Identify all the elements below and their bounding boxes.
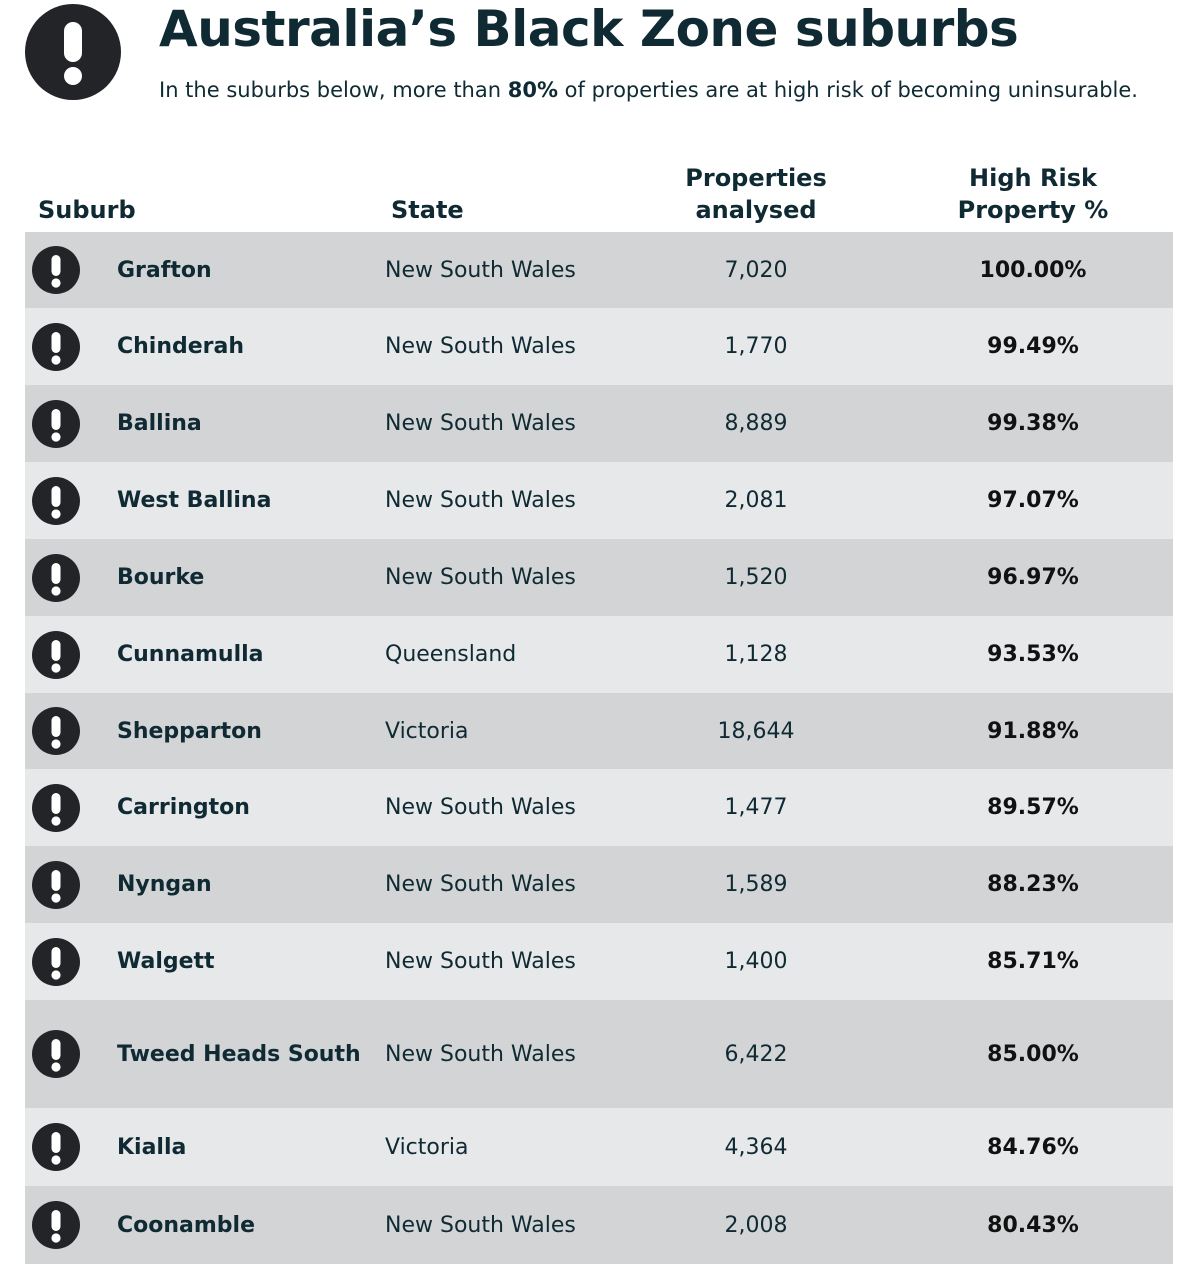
table-row: Ballina New South Wales 8,889 99.38%	[25, 385, 1173, 462]
cell-suburb: Grafton	[117, 257, 212, 283]
table-row: Tweed Heads South New South Wales 6,422 85.…	[25, 1000, 1173, 1108]
cell-suburb: West Ballina	[117, 488, 272, 513]
table-row: Chinderah New South Wales 1,770 99.49%	[25, 308, 1173, 385]
cell-properties: 18,644	[717, 718, 795, 744]
cell-state: New South Wales	[385, 488, 576, 513]
exclamation-circle-icon	[32, 1201, 80, 1249]
cell-risk: 99.38%	[987, 411, 1079, 436]
cell-suburb: Carrington	[117, 795, 250, 820]
column-header-state: State	[391, 196, 464, 224]
cell-suburb: Tweed Heads South	[117, 1041, 361, 1067]
cell-properties: 4,364	[724, 1134, 788, 1160]
table-row: Kialla Victoria 4,364 84.76%	[25, 1108, 1173, 1186]
cell-state: New South Wales	[385, 949, 576, 974]
exclamation-circle-icon	[32, 322, 80, 371]
cell-state: Queensland	[385, 642, 517, 667]
cell-properties: 1,770	[724, 334, 788, 359]
column-header-risk-line2: Property %	[957, 196, 1109, 224]
exclamation-circle-icon	[32, 937, 80, 986]
table-row: Coonamble New South Wales 2,008 80.43%	[25, 1186, 1173, 1264]
page-header: Australia’s Black Zone suburbs In the su…	[0, 0, 1190, 140]
cell-suburb: Coonamble	[117, 1212, 256, 1238]
exclamation-circle-icon	[32, 246, 80, 294]
cell-state: New South Wales	[385, 565, 576, 590]
subtitle-text-end: of properties are at high risk of becomi…	[557, 78, 1138, 102]
exclamation-circle-icon	[32, 553, 80, 602]
cell-risk: 93.53%	[987, 642, 1079, 667]
cell-properties: 2,008	[724, 1212, 788, 1238]
table-row: Nyngan New South Wales 1,589 88.23%	[25, 846, 1173, 923]
column-header-properties-line2: analysed	[695, 196, 817, 224]
cell-properties: 6,422	[724, 1041, 788, 1067]
table-row: Grafton New South Wales 7,020 100.00%	[25, 232, 1173, 308]
exclamation-circle-icon	[32, 707, 80, 755]
cell-suburb: Nyngan	[117, 872, 212, 897]
table-header: Suburb State Properties analysed High Ri…	[25, 160, 1173, 232]
page-subtitle: In the suburbs below, more than 80% of p…	[159, 78, 1138, 102]
cell-suburb: Walgett	[117, 949, 215, 974]
cell-state: Victoria	[385, 718, 469, 744]
cell-properties: 1,477	[724, 795, 788, 820]
exclamation-circle-icon	[32, 1123, 80, 1171]
cell-state: New South Wales	[385, 334, 576, 359]
cell-suburb: Cunnamulla	[117, 642, 264, 667]
cell-properties: 2,081	[724, 488, 788, 513]
exclamation-circle-icon	[32, 783, 80, 832]
cell-properties: 8,889	[724, 411, 788, 436]
table-row: West Ballina New South Wales 2,081 97.07%	[25, 462, 1173, 539]
cell-suburb: Ballina	[117, 411, 202, 436]
column-header-risk-line1: High Risk	[969, 164, 1097, 192]
column-header-risk: High Risk Property %	[933, 162, 1133, 226]
exclamation-circle-icon	[32, 630, 80, 679]
cell-state: New South Wales	[385, 795, 576, 820]
table-row: Cunnamulla Queensland 1,128 93.53%	[25, 616, 1173, 693]
exclamation-circle-icon	[25, 4, 121, 100]
table-row: Walgett New South Wales 1,400 85.71%	[25, 923, 1173, 1000]
subtitle-text-start: In the suburbs below, more than	[159, 78, 508, 102]
cell-risk: 84.76%	[987, 1134, 1079, 1160]
cell-suburb: Kialla	[117, 1134, 187, 1160]
table-body: Grafton New South Wales 7,020 100.00% Chinde…	[25, 232, 1173, 1264]
column-header-properties-line1: Properties	[685, 164, 827, 192]
cell-properties: 1,589	[724, 872, 788, 897]
cell-state: New South Wales	[385, 1212, 576, 1238]
cell-properties: 7,020	[724, 257, 788, 283]
cell-risk: 99.49%	[987, 334, 1079, 359]
cell-state: Victoria	[385, 1134, 469, 1160]
column-header-properties: Properties analysed	[655, 162, 857, 226]
exclamation-circle-icon	[32, 476, 80, 525]
subtitle-highlight: 80%	[507, 78, 558, 102]
cell-risk: 97.07%	[987, 488, 1079, 513]
cell-risk: 88.23%	[987, 872, 1079, 897]
cell-properties: 1,520	[724, 565, 788, 590]
exclamation-circle-icon	[32, 860, 80, 909]
cell-properties: 1,128	[724, 642, 788, 667]
cell-risk: 91.88%	[987, 718, 1079, 744]
cell-risk: 96.97%	[987, 565, 1079, 590]
cell-suburb: Bourke	[117, 565, 205, 590]
cell-suburb: Chinderah	[117, 334, 245, 359]
page-title: Australia’s Black Zone suburbs	[159, 0, 1019, 58]
cell-state: New South Wales	[385, 872, 576, 897]
table-row: Bourke New South Wales 1,520 96.97%	[25, 539, 1173, 616]
cell-suburb: Shepparton	[117, 718, 262, 744]
cell-risk: 85.71%	[987, 949, 1079, 974]
exclamation-circle-icon	[32, 399, 80, 448]
cell-state: New South Wales	[385, 411, 576, 436]
cell-properties: 1,400	[724, 949, 788, 974]
exclamation-circle-icon	[32, 1030, 80, 1078]
cell-state: New South Wales	[385, 257, 576, 283]
table-row: Carrington New South Wales 1,477 89.57%	[25, 769, 1173, 846]
column-header-suburb: Suburb	[38, 196, 136, 224]
cell-risk: 80.43%	[987, 1212, 1079, 1238]
suburbs-table: Suburb State Properties analysed High Ri…	[25, 160, 1173, 1264]
cell-risk: 100.00%	[979, 257, 1087, 283]
cell-risk: 89.57%	[987, 795, 1079, 820]
cell-risk: 85.00%	[987, 1041, 1079, 1067]
cell-state: New South Wales	[385, 1041, 576, 1067]
table-row: Shepparton Victoria 18,644 91.88%	[25, 693, 1173, 769]
